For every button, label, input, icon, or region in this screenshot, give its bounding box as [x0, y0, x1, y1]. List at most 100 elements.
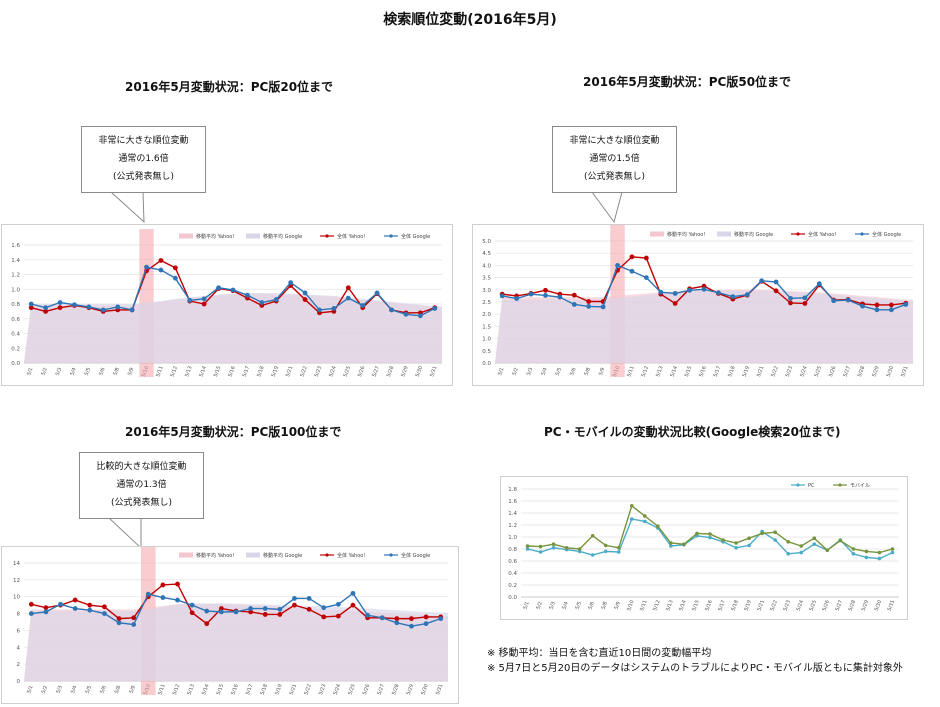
legend-item: 全体 Yahoo! — [791, 231, 836, 238]
area-series — [24, 603, 448, 681]
data-point — [189, 602, 195, 608]
callout-line-1: 比較的大きな順位変動 — [96, 462, 187, 472]
x-tick-label: 5/11 — [155, 365, 164, 378]
x-tick-label: 5/14 — [201, 683, 210, 696]
data-point — [403, 311, 409, 317]
x-tick-label: 5/28 — [391, 683, 400, 696]
x-tick-label: 5/24 — [328, 365, 337, 378]
legend-swatch — [246, 233, 260, 239]
data-point — [204, 608, 210, 614]
x-tick-label: 5/27 — [371, 365, 380, 378]
callout-line-3: (公式発表無し) — [583, 172, 646, 182]
legend-swatch — [650, 231, 664, 237]
chart-frame-mobile: 0.0 0.2 0.4 0.6 0.8 1.0 1.2 1.4 1.6 1.8 5/1 5/2 5/3 5… — [500, 476, 908, 620]
data-point — [788, 295, 793, 301]
x-tick-label: 5/31 — [429, 365, 438, 378]
x-tick-label: 5/30 — [874, 599, 883, 612]
callout-line-3: (公式発表無し) — [112, 172, 175, 182]
x-tick-label: 5/22 — [770, 365, 779, 378]
data-point — [695, 531, 699, 536]
data-point — [394, 616, 400, 622]
x-tick-label: 5/26 — [362, 683, 371, 696]
footnotes: ※ 移動平均：当日を含む直近10日間の変動幅平均 ※ 5月7日と5月20日のデー… — [487, 646, 903, 676]
y-tick-label: 0.6 — [11, 317, 20, 323]
x-tick-label: 5/2 — [535, 601, 543, 611]
x-tick-label: 5/16 — [704, 599, 713, 612]
x-tick-label: 5/27 — [377, 683, 386, 696]
data-point — [43, 605, 49, 611]
legend-swatch — [179, 552, 193, 558]
x-tick-label: 5/12 — [652, 599, 661, 612]
x-tick-label: 5/31 — [435, 683, 444, 696]
page-title: 検索順位変動(2016年5月) — [383, 12, 557, 28]
data-point — [350, 602, 356, 608]
data-point — [292, 596, 297, 601]
data-point — [877, 550, 882, 555]
panel-title-mobile: PC・モバイルの変動状況比較(Google検索20位まで) — [544, 425, 841, 439]
data-point — [658, 289, 664, 295]
x-tick-label: 5/23 — [783, 599, 792, 612]
x-tick-label: 5/1 — [522, 601, 530, 611]
x-tick-label: 5/5 — [575, 601, 583, 611]
legend-label: 移動平均 Google — [263, 552, 302, 559]
callout-pc20: 非常に大きな順位変動 通常の1.6倍 (公式発表無し) — [81, 126, 206, 226]
callout-line-1: 非常に大きな順位変動 — [569, 136, 660, 146]
data-point — [259, 300, 265, 305]
data-point — [616, 546, 621, 550]
y-tick-label: 1.4 — [508, 511, 517, 517]
x-tick-label: 5/24 — [333, 683, 342, 696]
legend-item: 全体 Google — [384, 552, 430, 559]
data-point — [423, 614, 429, 620]
callout-line-3: (公式発表無し) — [110, 498, 173, 508]
data-point — [218, 606, 224, 611]
data-point — [345, 295, 351, 301]
data-point — [175, 581, 180, 587]
legend-item: 全体 Yahoo! — [320, 552, 365, 559]
data-point — [417, 313, 423, 319]
legend-marker — [838, 483, 842, 487]
x-tick-label: 5/27 — [842, 365, 851, 378]
data-point — [760, 531, 764, 536]
x-tick-label: 5/14 — [198, 365, 207, 378]
x-tick-label: 5/31 — [887, 599, 896, 612]
data-point — [586, 299, 592, 304]
x-tick-label: 5/6 — [588, 601, 596, 611]
data-point — [799, 544, 804, 548]
x-tick-label: 5/13 — [665, 599, 674, 612]
x-tick-label: 5/2 — [41, 685, 49, 695]
data-point — [734, 541, 738, 545]
data-point — [204, 621, 210, 627]
x-tick-label: 5/22 — [303, 683, 312, 696]
y-tick-label: 1.0 — [11, 287, 20, 293]
y-tick-label: 0.2 — [508, 583, 517, 589]
legend-item: モバイル — [833, 483, 870, 489]
data-point — [812, 542, 817, 546]
legend-swatch — [179, 233, 193, 239]
data-point — [302, 290, 308, 296]
chart-mobile: 0.0 0.2 0.4 0.6 0.8 1.0 1.2 1.4 1.6 1.8 5/1 5/2 5/3 5… — [508, 483, 899, 612]
data-point — [201, 296, 207, 302]
x-tick-label: 5/25 — [814, 365, 823, 378]
y-tick-label: 0.5 — [482, 349, 491, 355]
data-point — [816, 281, 822, 287]
x-tick-label: 5/24 — [799, 365, 808, 378]
x-tick-label: 5/29 — [406, 683, 415, 696]
data-point — [543, 287, 548, 293]
data-point — [669, 544, 673, 548]
data-point — [389, 307, 394, 313]
data-point — [288, 280, 294, 286]
y-tick-label: 12 — [13, 578, 20, 584]
x-tick-label: 5/13 — [184, 365, 193, 378]
data-point — [851, 552, 856, 556]
x-tick-label: 5/3 — [55, 367, 63, 377]
legend-item: 移動平均 Yahoo! — [179, 233, 234, 240]
data-point — [874, 302, 880, 308]
x-tick-label: 5/10 — [626, 599, 635, 612]
x-tick-label: 5/22 — [299, 365, 308, 378]
data-point — [571, 302, 577, 307]
x-tick-label: 5/8 — [584, 367, 592, 377]
data-point — [903, 302, 909, 307]
data-point — [525, 544, 530, 548]
data-point — [145, 591, 151, 597]
legend-item: 移動平均 Google — [246, 552, 302, 559]
